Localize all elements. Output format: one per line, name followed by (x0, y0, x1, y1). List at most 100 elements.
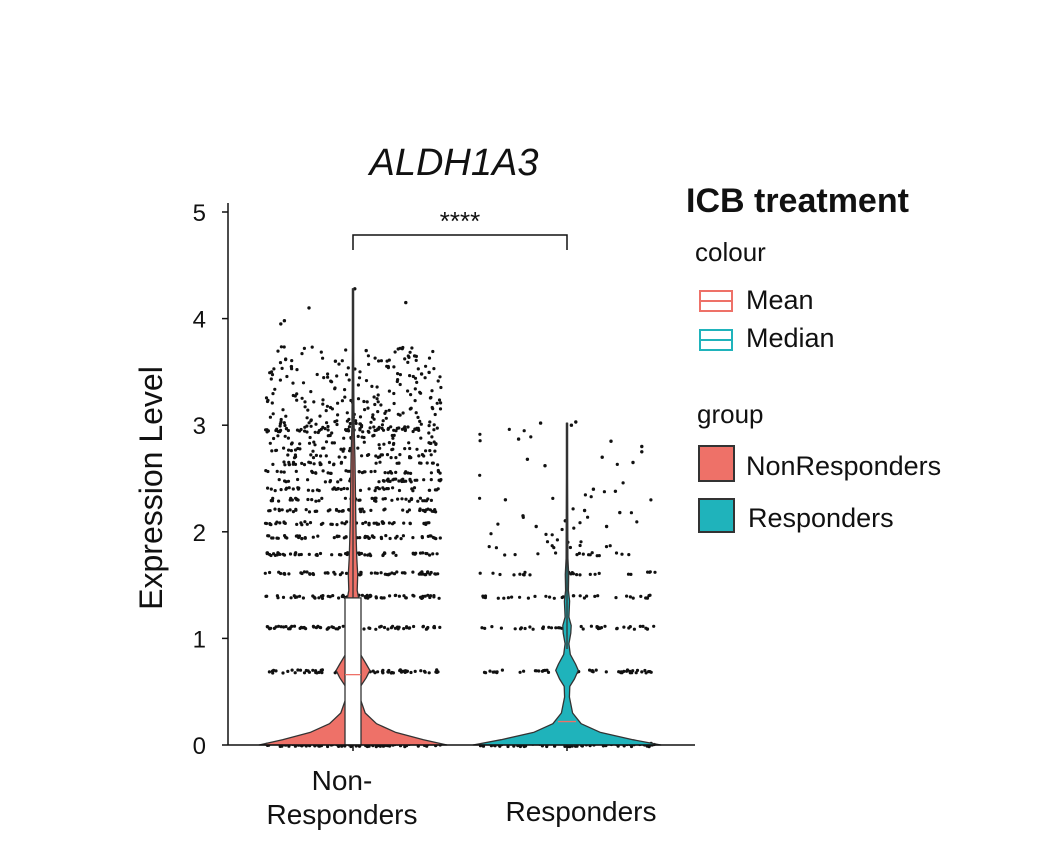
scatter-point (291, 462, 295, 466)
violin-layer (258, 288, 662, 746)
scatter-point (276, 596, 280, 600)
scatter-point (325, 421, 329, 425)
scatter-point (585, 594, 589, 598)
scatter-point (333, 572, 337, 576)
scatter-point (419, 422, 423, 426)
scatter-point (373, 402, 377, 407)
scatter-point (377, 359, 381, 363)
scatter-point (373, 489, 377, 493)
scatter-point (265, 428, 269, 432)
scatter-point (321, 521, 325, 525)
scatter-point (319, 626, 323, 630)
scatter-point (275, 520, 279, 524)
scatter-point (357, 498, 361, 502)
scatter-point (389, 456, 393, 460)
scatter-point (345, 373, 349, 377)
scatter-point (379, 571, 383, 575)
scatter-point (332, 536, 336, 540)
scatter-point (332, 486, 336, 490)
scatter-point (388, 479, 392, 483)
scatter-point (387, 408, 391, 412)
scatter-point (282, 345, 286, 349)
scatter-point-outlier (412, 354, 417, 358)
scatter-point (317, 489, 321, 493)
scatter-point (628, 669, 632, 674)
scatter-point (431, 552, 435, 556)
scatter-point (328, 480, 332, 484)
scatter-point (343, 388, 347, 392)
scatter-point (286, 669, 290, 674)
scatter-point (273, 489, 277, 493)
scatter-point (391, 447, 395, 451)
scatter-point (379, 403, 383, 407)
scatter-point (518, 572, 522, 576)
scatter-point (408, 350, 412, 354)
scatter-point (335, 374, 339, 378)
scatter-point (588, 572, 592, 577)
scatter-point (373, 499, 377, 503)
scatter-point (603, 624, 607, 628)
scatter-point (276, 551, 280, 555)
scatter-point (375, 522, 379, 526)
scatter-point (518, 627, 523, 631)
scatter-point (309, 424, 313, 428)
scatter-point (342, 436, 346, 440)
scatter-point (383, 411, 387, 415)
scatter-point (302, 346, 306, 350)
scatter-point (653, 570, 657, 574)
scatter-point (643, 668, 647, 673)
scatter-point (419, 669, 423, 673)
scatter-point (346, 366, 350, 370)
scatter-point (589, 495, 593, 499)
scatter-point (571, 507, 575, 511)
scatter-point (512, 573, 516, 577)
scatter-point (438, 536, 442, 540)
scatter-point (392, 401, 396, 406)
scatter-point (308, 572, 312, 576)
scatter-point (298, 668, 303, 672)
scatter-point (381, 520, 385, 524)
scatter-point (320, 671, 324, 675)
scatter-point (416, 427, 420, 431)
scatter-point (397, 594, 401, 598)
scatter-point (604, 670, 608, 674)
scatter-point (296, 446, 300, 451)
scatter-point (358, 370, 362, 374)
scatter-point (625, 594, 629, 598)
scatter-point (413, 478, 417, 482)
scatter-point (561, 595, 565, 599)
scatter-point (370, 496, 374, 500)
scatter-point (408, 626, 412, 630)
scatter-point (649, 670, 653, 674)
scatter-point (311, 470, 315, 475)
scatter-point (333, 420, 337, 424)
scatter-point (383, 572, 387, 576)
scatter-point (345, 411, 349, 415)
scatter-point (346, 427, 350, 432)
scatter-point (323, 480, 327, 484)
scatter-point (305, 570, 309, 574)
scatter-point (369, 470, 373, 474)
scatter-point (372, 417, 376, 421)
scatter-point (372, 395, 376, 399)
scatter-point (414, 551, 418, 555)
scatter-point (300, 571, 304, 576)
scatter-point (348, 421, 352, 426)
scatter-point (396, 497, 400, 501)
scatter-point (429, 570, 433, 575)
scatter-point (317, 499, 321, 503)
scatter-point (290, 359, 294, 363)
scatter-point (388, 470, 392, 474)
scatter-point (326, 471, 330, 475)
scatter-point (547, 625, 551, 629)
scatter-point-outlier (640, 450, 644, 454)
scatter-point (385, 487, 389, 491)
scatter-point (413, 669, 417, 674)
scatter-point (406, 354, 410, 358)
scatter-point (300, 352, 304, 356)
scatter-point (387, 389, 391, 393)
scatter-point (368, 426, 372, 430)
scatter-point (379, 624, 383, 629)
scatter-point (299, 625, 303, 630)
legend-item-mean: Mean (699, 285, 814, 315)
